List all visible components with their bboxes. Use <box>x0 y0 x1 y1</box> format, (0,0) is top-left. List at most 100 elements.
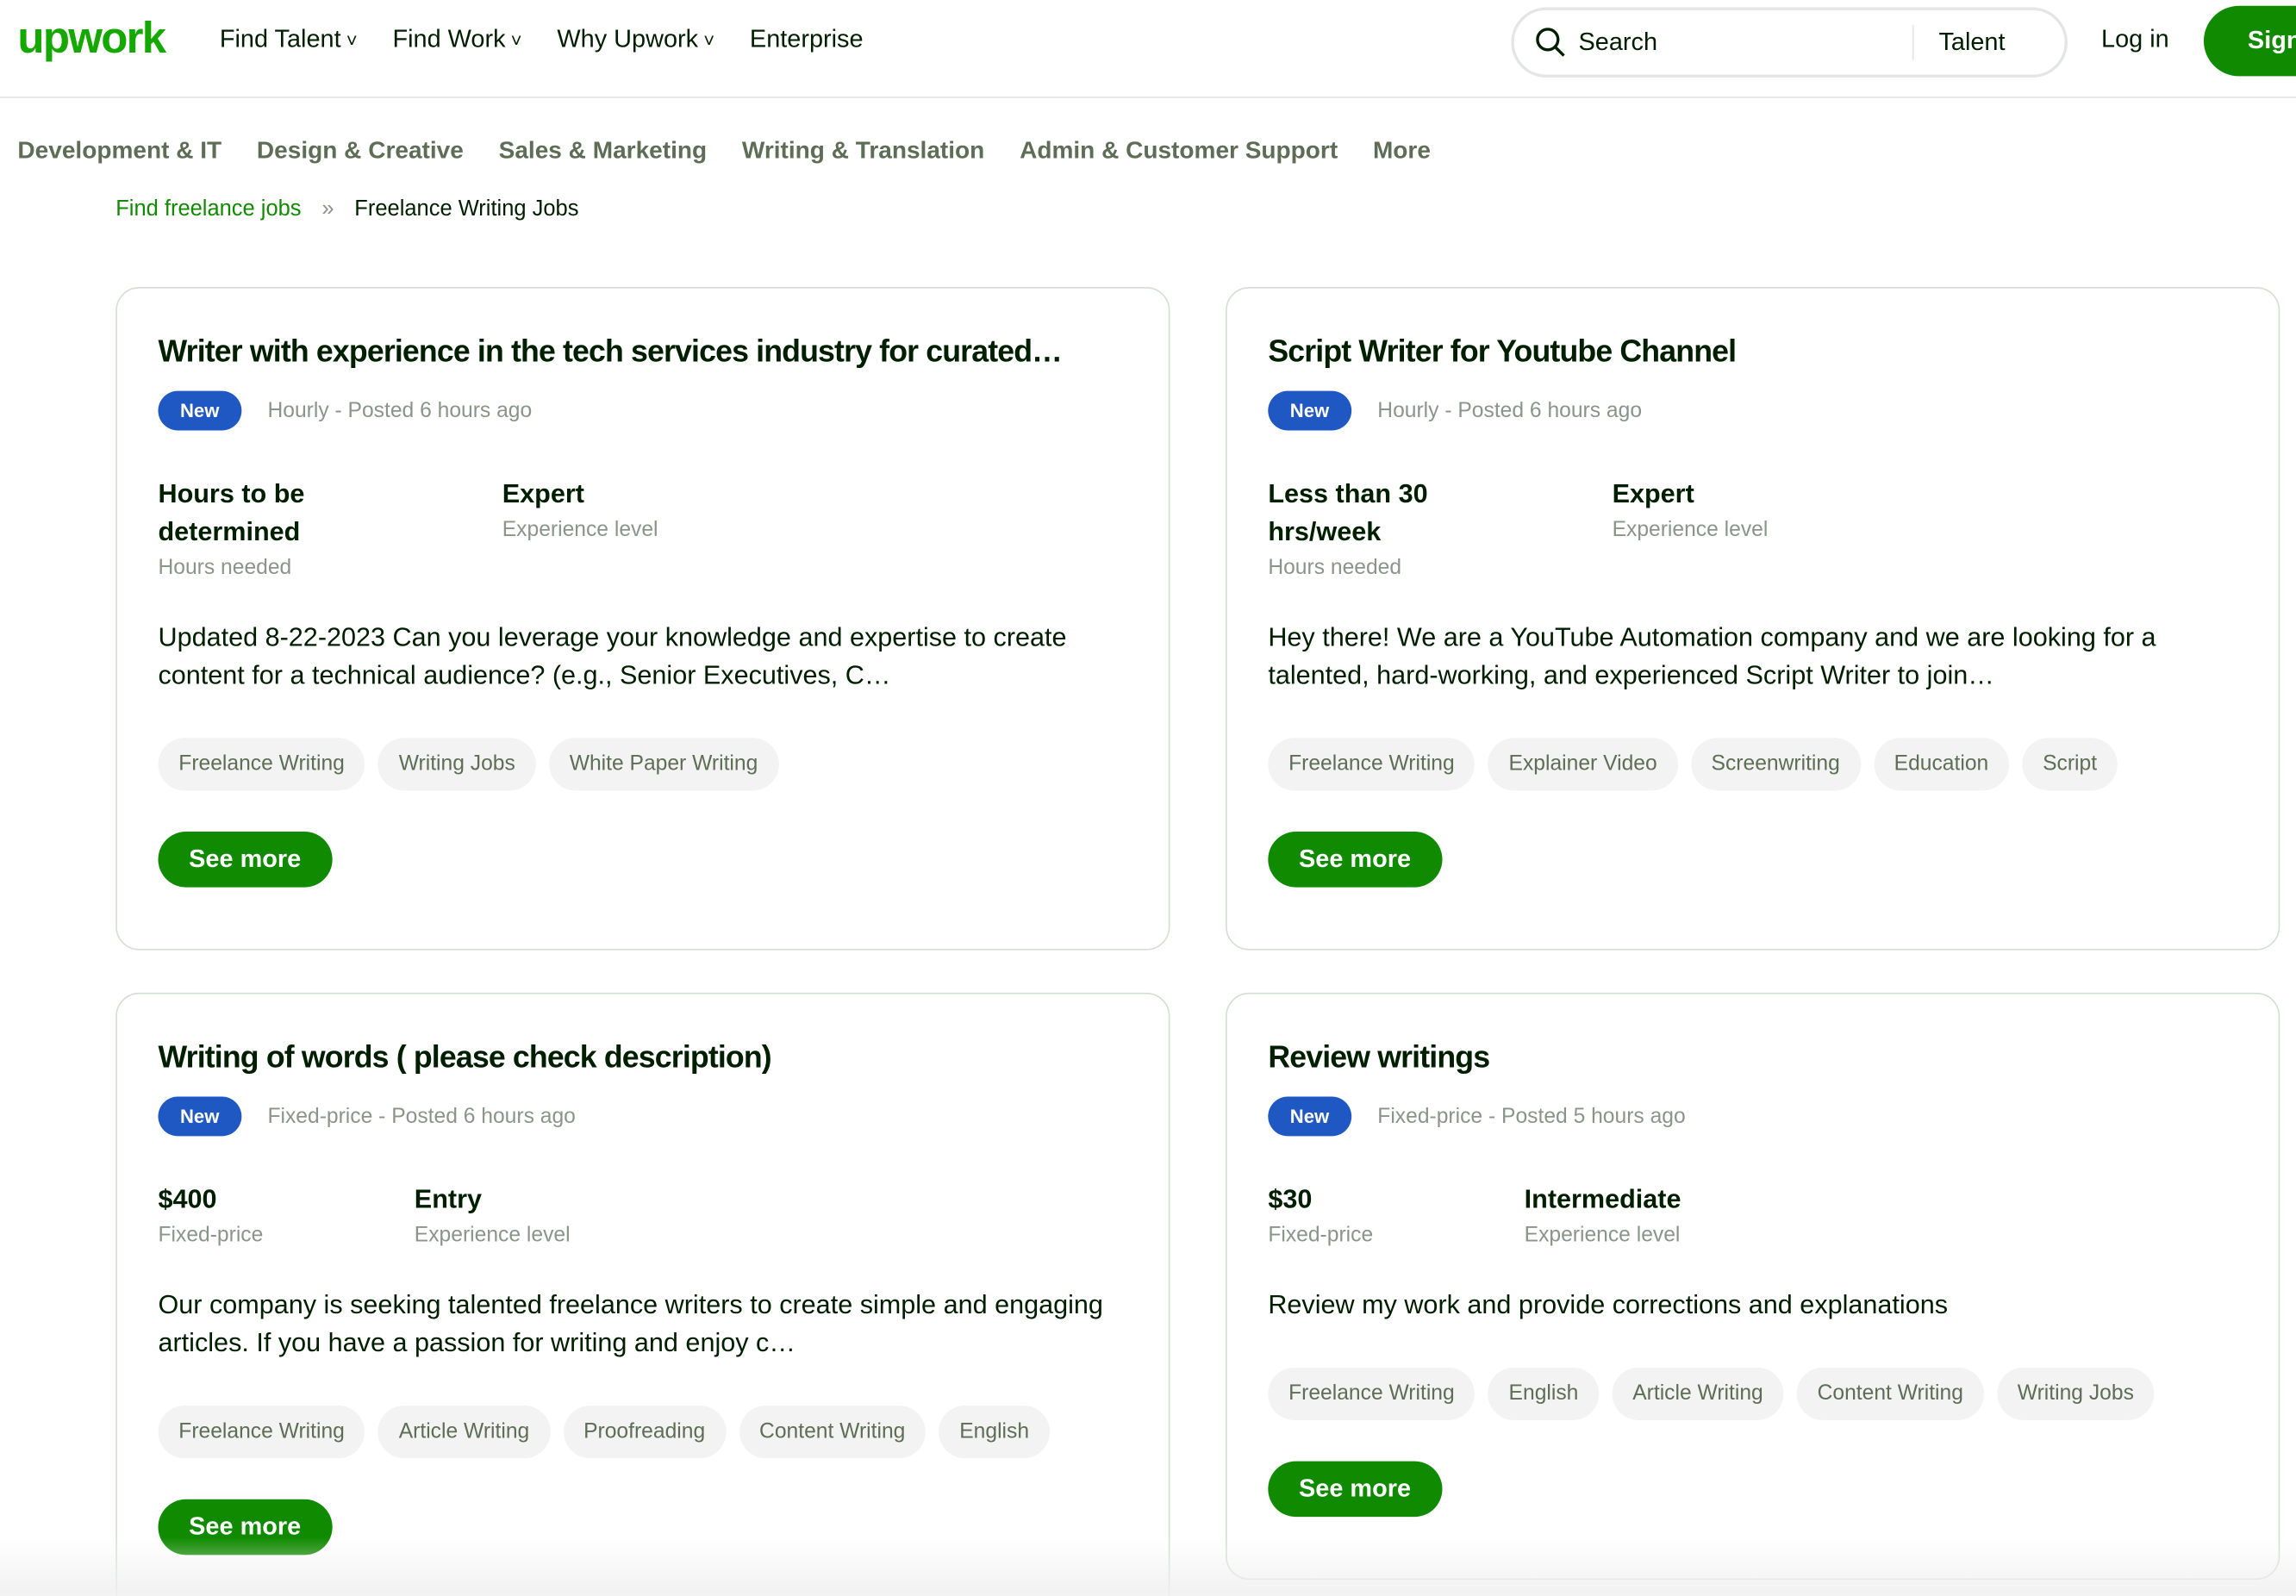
search-icon <box>1536 28 1565 57</box>
tag[interactable]: Content Writing <box>739 1406 927 1459</box>
badge: New <box>158 390 241 431</box>
stat-value: Hours to be determined <box>158 478 305 546</box>
stat: $400 Fixed-price <box>158 1180 348 1247</box>
tag[interactable]: Freelance Writing <box>1268 738 1476 791</box>
logo[interactable]: upwork <box>17 14 166 64</box>
badge: New <box>158 1096 241 1137</box>
tag[interactable]: Freelance Writing <box>158 1406 365 1459</box>
stat: Hours to be determined Hours needed <box>158 474 436 580</box>
job-description: Updated 8-22-2023 Can you leverage your … <box>158 622 1067 690</box>
tag[interactable]: Proofreading <box>563 1406 726 1459</box>
job-description: Hey there! We are a YouTube Automation c… <box>1268 622 2156 690</box>
tag[interactable]: Content Writing <box>1796 1367 1984 1421</box>
job-meta: Hourly - Posted 6 hours ago <box>267 398 533 423</box>
stat: $30 Fixed-price <box>1268 1180 1458 1247</box>
tag[interactable]: Writing Jobs <box>1997 1367 2155 1421</box>
tag[interactable]: Explainer Video <box>1488 738 1678 791</box>
job-column: Script Writer for Youtube Channel New Hour… <box>1226 287 2280 1580</box>
category-link[interactable]: Sales & Marketing <box>498 137 708 165</box>
breadcrumb-current: Freelance Writing Jobs <box>354 196 579 221</box>
job-column: Writer with experience in the tech servi… <box>115 287 1170 1596</box>
tag[interactable]: Education <box>1873 738 2010 791</box>
job-title[interactable]: Review writings <box>1268 1040 1490 1075</box>
tag-list: Freelance Writing Writing Jobs White Paper… <box>158 738 1127 791</box>
search-box[interactable]: Search Talent <box>1511 7 2068 78</box>
tag[interactable]: White Paper Writing <box>548 738 779 791</box>
separator: » <box>321 196 334 221</box>
category-nav: Development & IT Design & Creative Sales &… <box>17 138 1431 165</box>
category-link[interactable]: Admin & Customer Support <box>1020 137 1338 165</box>
job-stats: $400 Fixed-price Entry Experience level <box>158 1180 1127 1247</box>
stat-label: Fixed-price <box>158 1224 264 1248</box>
nav-link[interactable]: Find Talent ˅ <box>219 24 358 53</box>
signup[interactable]: Sign <box>2203 5 2296 77</box>
stat: Less than 30 hrs/week Hours needed <box>1268 474 1546 580</box>
tag[interactable]: English <box>1488 1367 1600 1421</box>
button-row: See more <box>1268 790 2237 888</box>
tag-list: Freelance Writing English Article Writing C… <box>1268 1367 2237 1421</box>
see-more-button[interactable]: See more <box>1268 1461 1442 1518</box>
tag-list: Freelance Writing Explainer Video Screenwr… <box>1268 738 2237 791</box>
tag[interactable]: English <box>939 1406 1050 1459</box>
category-link[interactable]: More <box>1372 137 1431 165</box>
see-more-button[interactable]: See more <box>1268 832 1442 888</box>
bottom-fade <box>0 1537 2296 1596</box>
job-stats: $30 Fixed-price Intermediate Experience lev… <box>1268 1180 2237 1247</box>
nav-link[interactable]: Enterprise <box>749 24 864 53</box>
see-more-button[interactable]: See more <box>158 832 332 888</box>
chevron: ˅ <box>505 28 522 52</box>
button-row: See more <box>158 790 1127 888</box>
tag[interactable]: Article Writing <box>1612 1367 1784 1421</box>
job-card[interactable]: Writer with experience in the tech servi… <box>115 287 1170 951</box>
nav-link[interactable]: Why Upwork ˅ <box>557 24 715 53</box>
stat-value: Entry <box>414 1184 482 1214</box>
nav-links: Find Talent ˅ Find Work ˅ Why Upwork ˅ Ente… <box>220 25 864 54</box>
job-meta-row: New Fixed-price - Posted 5 hours ago <box>1268 1096 2237 1137</box>
tag[interactable]: Freelance Writing <box>158 738 365 791</box>
job-card[interactable]: Script Writer for Youtube Channel New Hour… <box>1226 287 2280 951</box>
category-link[interactable]: Development & IT <box>17 137 222 165</box>
stat: Expert Experience level <box>502 474 693 579</box>
badge: New <box>1268 1096 1351 1137</box>
chevron: ˅ <box>340 28 358 52</box>
stat-label: Fixed-price <box>1268 1224 1374 1248</box>
tag[interactable]: Screenwriting <box>1690 738 1861 791</box>
stat-value: $30 <box>1268 1184 1313 1214</box>
job-description: Our company is seeking talented freelanc… <box>158 1289 1103 1357</box>
category-link[interactable]: Design & Creative <box>256 137 464 165</box>
stat-value: Less than 30 hrs/week <box>1268 478 1428 546</box>
button-row: See more <box>1268 1420 2237 1518</box>
job-card[interactable]: Writing of words ( please check descript… <box>115 992 1170 1596</box>
job-meta: Hourly - Posted 6 hours ago <box>1377 398 1643 423</box>
job-title[interactable]: Writer with experience in the tech servi… <box>158 335 1063 370</box>
badge: New <box>1268 390 1351 431</box>
job-meta-row: New Fixed-price - Posted 6 hours ago <box>158 1096 1127 1137</box>
job-meta: Fixed-price - Posted 5 hours ago <box>1377 1104 1686 1129</box>
tag[interactable]: Script <box>2022 738 2118 791</box>
stat-value: Expert <box>1612 478 1694 508</box>
job-title[interactable]: Writing of words ( please check descript… <box>158 1040 771 1075</box>
tag[interactable]: Article Writing <box>377 1406 551 1459</box>
job-meta: Fixed-price - Posted 6 hours ago <box>267 1104 576 1129</box>
login[interactable]: Log in <box>2101 24 2169 53</box>
stat-label: Hours needed <box>158 556 292 580</box>
search-placeholder: Search <box>1578 28 1658 56</box>
breadcrumb: Find freelance jobs » Freelance Writing … <box>115 196 578 221</box>
stat: Intermediate Experience level <box>1525 1180 1715 1247</box>
stat-label: Experience level <box>1524 1224 1681 1248</box>
job-description: Review my work and provide corrections a… <box>1268 1289 1949 1319</box>
job-title[interactable]: Script Writer for Youtube Channel <box>1268 335 1737 370</box>
breadcrumb-link[interactable]: Find freelance jobs <box>115 196 302 221</box>
job-card[interactable]: Review writings New Fixed-price - Posted 5… <box>1226 992 2280 1580</box>
stat: Entry Experience level <box>415 1180 605 1247</box>
nav-link[interactable]: Find Work ˅ <box>392 24 522 53</box>
tag[interactable]: Freelance Writing <box>1268 1367 1476 1421</box>
stat-label: Experience level <box>1612 518 1769 542</box>
stat-label: Experience level <box>414 1224 571 1248</box>
category-link[interactable]: Writing & Translation <box>741 137 985 165</box>
tag[interactable]: Writing Jobs <box>377 738 536 791</box>
job-meta-row: New Hourly - Posted 6 hours ago <box>1268 390 2237 431</box>
tag-list: Freelance Writing Article Writing Proofrea… <box>158 1406 1127 1459</box>
search-type[interactable]: Talent <box>1938 28 2006 56</box>
